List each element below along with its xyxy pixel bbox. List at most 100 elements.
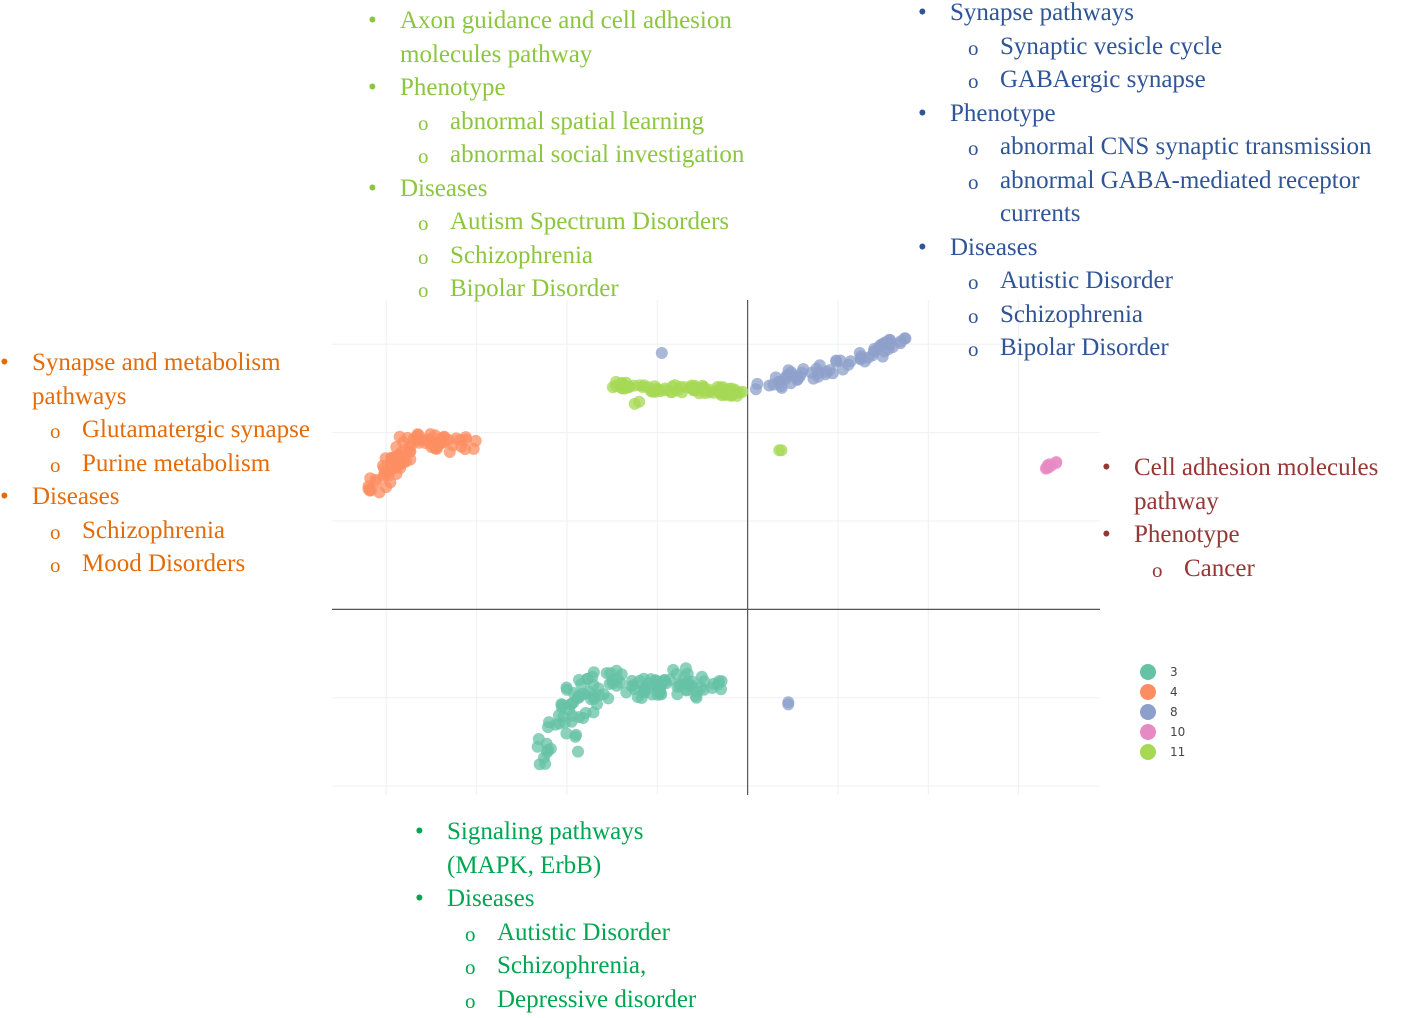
annotation-blue-line: currents [918, 197, 1372, 231]
bullet-icon: • [415, 815, 424, 849]
annotation-text: Signaling pathways [447, 818, 644, 845]
annotation-teal-line: • Signaling pathways [415, 815, 696, 849]
annotation-text: Glutamatergic synapse [82, 416, 310, 443]
annotation-text: Depressive disorder [497, 986, 696, 1013]
annotation-green-line: molecules pathway [368, 38, 744, 72]
legend-swatch-icon [1140, 724, 1156, 740]
data-point-cluster-3 [570, 729, 582, 741]
legend-label: 4 [1170, 685, 1178, 699]
annotation-teal-line: (MAPK, ErbB) [415, 849, 696, 883]
annotation-text: Synapse and metabolism [32, 349, 281, 376]
data-point-cluster-4 [425, 438, 437, 450]
legend-item[interactable]: 11 [1138, 742, 1185, 762]
zero-axes [332, 300, 1100, 795]
data-point-cluster-10 [1050, 457, 1062, 469]
annotation-text: Phenotype [950, 100, 1056, 127]
legend-swatch-icon [1140, 744, 1156, 760]
data-point-cluster-4 [455, 434, 467, 446]
legend-label: 10 [1170, 725, 1185, 739]
annotation-text: pathways [32, 383, 126, 410]
annotation-text: Diseases [447, 885, 534, 912]
data-point-cluster-3 [542, 744, 554, 756]
annotation-text: Diseases [400, 175, 487, 202]
annotation-text: abnormal CNS synaptic transmission [1000, 133, 1372, 160]
annotation-text: Synaptic vesicle cycle [1000, 33, 1222, 60]
data-point-cluster-8 [797, 363, 809, 375]
legend-item[interactable]: 10 [1138, 722, 1185, 742]
data-point-cluster-3 [671, 668, 683, 680]
annotation-blue-line: •Synapse pathways [918, 0, 1372, 30]
annotation-teal-cluster: • Signaling pathways (MAPK, ErbB) •Diseases… [415, 815, 696, 1016]
circle-bullet-icon: o [465, 951, 476, 985]
annotation-text: Diseases [950, 234, 1037, 261]
data-point-cluster-8 [750, 383, 762, 395]
annotation-green-line: •Phenotype [368, 71, 744, 105]
circle-bullet-icon: o [968, 300, 979, 334]
data-point-cluster-3 [639, 683, 651, 695]
data-point-cluster-11 [607, 381, 619, 393]
annotation-text: Bipolar Disorder [450, 275, 619, 302]
data-point-cluster-11 [633, 396, 645, 408]
data-point-cluster-3 [561, 682, 573, 694]
data-point-cluster-4 [470, 435, 482, 447]
circle-bullet-icon: o [968, 266, 979, 300]
data-point-cluster-4 [380, 452, 392, 464]
annotation-text: Cell adhesion molecules [1134, 454, 1378, 481]
legend: 3 4 8 10 11 [1138, 662, 1185, 762]
annotation-text: Schizophrenia [82, 517, 225, 544]
annotation-green-line: •Axon guidance and cell adhesion [368, 4, 744, 38]
data-point-cluster-11 [776, 444, 788, 456]
bullet-icon: • [918, 231, 927, 265]
annotation-text: Bipolar Disorder [1000, 334, 1169, 361]
annotation-text: (MAPK, ErbB) [447, 852, 601, 879]
annotation-teal-line: •Diseases [415, 882, 696, 916]
circle-bullet-icon: o [418, 140, 429, 174]
bullet-icon: • [0, 346, 9, 380]
annotation-blue-line: • Phenotype [918, 97, 1372, 131]
data-point-cluster-4 [363, 483, 375, 495]
circle-bullet-icon: o [418, 107, 429, 141]
data-point-cluster-4 [411, 432, 423, 444]
circle-bullet-icon: o [968, 132, 979, 166]
data-point-cluster-8 [782, 698, 794, 710]
data-point-cluster-11 [689, 383, 701, 395]
data-point-cluster-11 [671, 385, 683, 397]
data-point-cluster-4 [442, 434, 454, 446]
legend-item[interactable]: 4 [1138, 682, 1185, 702]
annotation-text: Autistic Disorder [497, 919, 670, 946]
data-point-cluster-4 [380, 466, 392, 478]
data-point-cluster-3 [566, 716, 578, 728]
data-point-cluster-3 [687, 676, 699, 688]
data-point-cluster-3 [713, 675, 725, 687]
data-point-cluster-8 [656, 347, 668, 359]
annotation-text: currents [1000, 200, 1081, 227]
annotation-text: pathway [1134, 488, 1219, 515]
circle-bullet-icon: o [50, 516, 61, 550]
data-point-cluster-3 [607, 677, 619, 689]
legend-item[interactable]: 3 [1138, 662, 1185, 682]
legend-item[interactable]: 8 [1138, 702, 1185, 722]
bullet-icon: • [368, 4, 377, 38]
annotation-text: Schizophrenia [1000, 301, 1143, 328]
data-point-cluster-3 [626, 675, 638, 687]
annotation-text: Purine metabolism [82, 450, 270, 477]
circle-bullet-icon: o [968, 65, 979, 99]
legend-swatch-icon [1140, 684, 1156, 700]
annotation-text: Mood Disorders [82, 550, 245, 577]
data-point-cluster-8 [884, 334, 896, 346]
annotation-green-line: o abnormal social investigation [368, 138, 744, 172]
bullet-icon: • [918, 97, 927, 131]
data-point-cluster-8 [812, 367, 824, 379]
bullet-icon: • [1102, 451, 1111, 485]
legend-label: 3 [1170, 665, 1178, 679]
annotation-text: abnormal social investigation [450, 141, 744, 168]
annotation-orange-cluster: • Synapse and metabolism pathways o Glutamat… [0, 346, 310, 581]
legend-swatch-icon [1140, 664, 1156, 680]
